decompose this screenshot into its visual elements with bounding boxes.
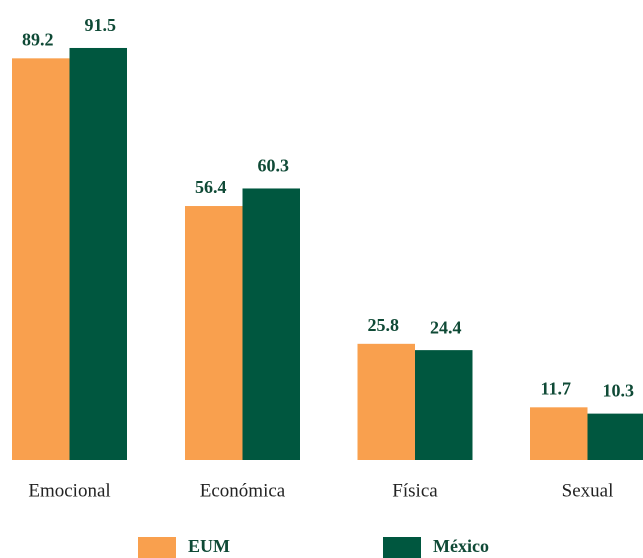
x-tick-label: Física	[392, 480, 438, 501]
data-label: 91.5	[85, 15, 117, 35]
bar	[530, 407, 588, 460]
data-label: 60.3	[258, 156, 290, 176]
bar	[357, 343, 415, 460]
legend-swatch	[383, 537, 421, 558]
data-label: 24.4	[430, 317, 462, 337]
x-tick-label: Económica	[200, 480, 286, 501]
x-tick-label: Sexual	[562, 480, 614, 501]
data-label: 11.7	[540, 378, 571, 398]
data-label: 89.2	[22, 29, 54, 49]
x-tick-label: Emocional	[28, 480, 110, 501]
data-label: 10.3	[603, 381, 635, 401]
bar	[12, 58, 70, 461]
bar	[242, 188, 300, 460]
legend-swatch	[138, 537, 176, 558]
bar	[185, 206, 243, 460]
data-label: 56.4	[195, 177, 227, 197]
bar	[587, 413, 643, 460]
data-label: 25.8	[368, 315, 400, 335]
bar	[69, 47, 127, 461]
legend-label: México	[433, 536, 489, 556]
legend-label: EUM	[188, 536, 230, 556]
bar	[415, 350, 473, 460]
